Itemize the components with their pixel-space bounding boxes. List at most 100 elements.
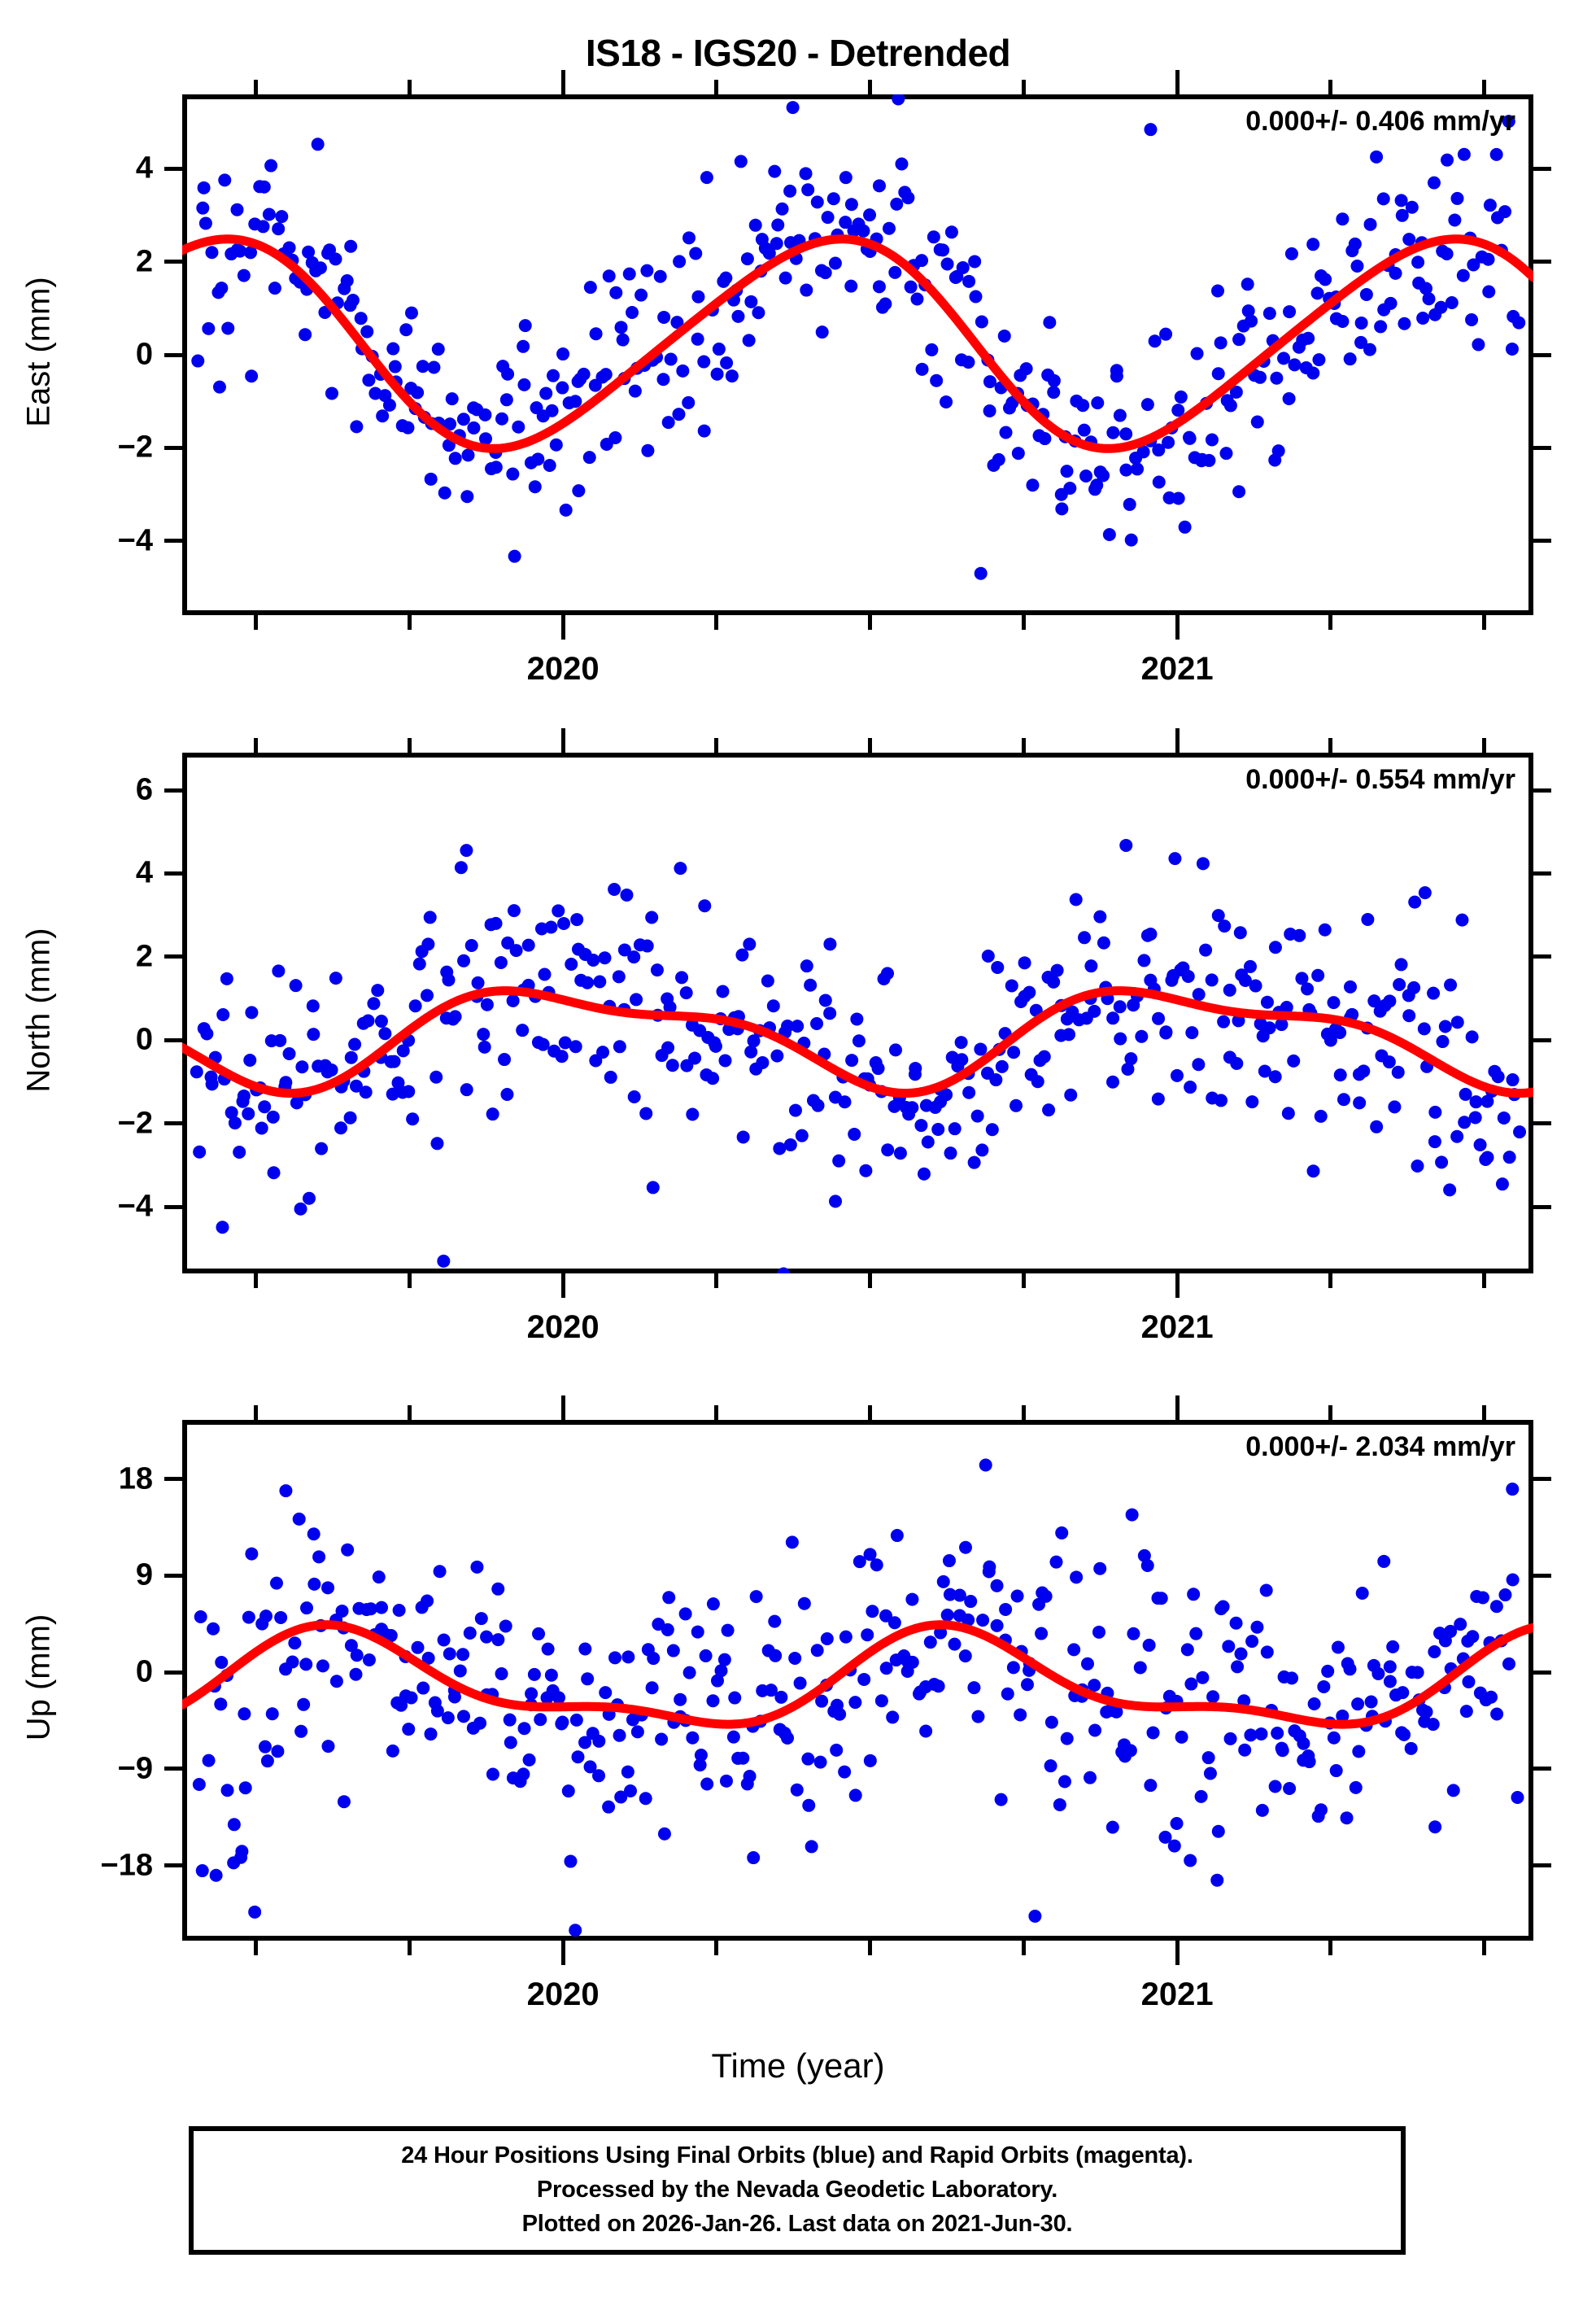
x-minor-tick-mark (1021, 80, 1026, 94)
panel-east-plot (182, 94, 1533, 580)
y-tick-label: 0 (135, 1654, 153, 1689)
y-tick-mark (164, 1573, 182, 1578)
y-axis-title: North (mm) (20, 928, 57, 1093)
y-tick-mark (1533, 954, 1551, 959)
x-major-tick-mark (1175, 615, 1180, 640)
x-minor-tick-mark (1328, 615, 1333, 630)
panel-up-rate-annotation: 0.000+/- 2.034 mm/yr (1245, 1431, 1515, 1462)
x-minor-tick-mark (254, 1405, 259, 1420)
x-minor-tick-mark (1482, 80, 1487, 94)
page-title: IS18 - IGS20 - Detrended (585, 32, 1011, 74)
x-minor-tick-mark (868, 1273, 873, 1288)
y-tick-mark (164, 445, 182, 450)
x-minor-tick-mark (407, 615, 412, 630)
x-minor-tick-mark (1328, 1941, 1333, 1955)
y-tick-mark (1533, 1863, 1551, 1868)
x-tick-label: 2020 (526, 651, 600, 687)
x-minor-tick-mark (868, 615, 873, 630)
y-tick-mark (164, 1477, 182, 1482)
y-axis-title: East (mm) (20, 277, 57, 427)
y-tick-mark (1533, 445, 1551, 450)
x-minor-tick-mark (868, 1405, 873, 1420)
x-minor-tick-mark (714, 1405, 719, 1420)
x-minor-tick-mark (714, 1273, 719, 1288)
y-tick-mark (164, 1670, 182, 1675)
x-tick-label: 2021 (1140, 1976, 1214, 2012)
y-tick-label: 2 (135, 939, 153, 974)
y-axis-title: Up (mm) (20, 1614, 57, 1741)
x-major-tick-mark (560, 70, 565, 94)
y-tick-label: −4 (117, 1189, 153, 1224)
y-tick-mark (1533, 1204, 1551, 1209)
x-major-tick-mark (560, 1273, 565, 1298)
x-major-tick-mark (1175, 1273, 1180, 1298)
y-tick-mark (164, 954, 182, 959)
x-major-tick-mark (560, 1395, 565, 1420)
x-minor-tick-mark (407, 1941, 412, 1955)
y-tick-label: −2 (117, 1106, 153, 1141)
x-tick-label: 2020 (526, 1309, 600, 1345)
x-minor-tick-mark (1021, 615, 1026, 630)
x-minor-tick-mark (1482, 1941, 1487, 1955)
x-major-tick-mark (1175, 1941, 1180, 1965)
panel-north: 0.000+/- 0.554 mm/yr (182, 753, 1533, 1273)
x-major-tick-mark (1175, 728, 1180, 753)
y-tick-mark (164, 1204, 182, 1209)
x-minor-tick-mark (714, 615, 719, 630)
x-minor-tick-mark (1021, 1941, 1026, 1955)
y-tick-label: −9 (117, 1751, 153, 1786)
y-tick-label: −2 (117, 430, 153, 465)
x-major-tick-mark (1175, 1395, 1180, 1420)
x-minor-tick-mark (1021, 1273, 1026, 1288)
x-minor-tick-mark (1482, 738, 1487, 753)
y-tick-mark (1533, 871, 1551, 876)
y-tick-label: 0 (135, 1022, 153, 1057)
x-minor-tick-mark (1482, 615, 1487, 630)
x-minor-tick-mark (254, 738, 259, 753)
y-tick-label: 9 (135, 1557, 153, 1592)
y-tick-mark (164, 1037, 182, 1042)
x-minor-tick-mark (714, 80, 719, 94)
x-minor-tick-mark (714, 738, 719, 753)
x-minor-tick-mark (1021, 738, 1026, 753)
y-tick-mark (164, 1767, 182, 1771)
y-tick-mark (1533, 1121, 1551, 1126)
trend-line (182, 1620, 1533, 1729)
y-tick-mark (1533, 352, 1551, 357)
y-tick-mark (164, 1863, 182, 1868)
y-tick-mark (1533, 539, 1551, 544)
panel-east: 0.000+/- 0.406 mm/yr (182, 94, 1533, 615)
x-major-tick-mark (1175, 70, 1180, 94)
x-tick-label: 2020 (526, 1976, 600, 2012)
x-minor-tick-mark (1328, 738, 1333, 753)
x-minor-tick-mark (1328, 80, 1333, 94)
x-minor-tick-mark (254, 80, 259, 94)
x-minor-tick-mark (407, 738, 412, 753)
y-tick-mark (1533, 1670, 1551, 1675)
y-tick-mark (164, 871, 182, 876)
x-minor-tick-mark (254, 1273, 259, 1288)
caption-line-2: Processed by the Nevada Geodetic Laborat… (536, 2177, 1058, 2203)
y-tick-mark (164, 260, 182, 264)
y-tick-mark (1533, 260, 1551, 264)
x-minor-tick-mark (407, 1273, 412, 1288)
panel-north-rate-annotation: 0.000+/- 0.554 mm/yr (1245, 764, 1515, 795)
x-minor-tick-mark (1482, 1405, 1487, 1420)
x-major-tick-mark (560, 615, 565, 640)
x-minor-tick-mark (1482, 1273, 1487, 1288)
x-minor-tick-mark (1328, 1405, 1333, 1420)
y-tick-label: 4 (135, 151, 153, 186)
y-tick-mark (1533, 788, 1551, 793)
panel-up: 0.000+/- 2.034 mm/yr (182, 1420, 1533, 1941)
caption-line-1: 24 Hour Positions Using Final Orbits (bl… (401, 2142, 1193, 2169)
y-tick-label: 0 (135, 337, 153, 372)
panel-north-plot (182, 838, 1533, 1273)
y-tick-label: 18 (118, 1461, 153, 1496)
trend-line (182, 234, 1533, 453)
caption-line-3: Plotted on 2026-Jan-26. Last data on 202… (521, 2210, 1073, 2237)
y-tick-mark (164, 788, 182, 793)
panel-east-rate-annotation: 0.000+/- 0.406 mm/yr (1245, 106, 1515, 137)
y-tick-label: −4 (117, 523, 153, 558)
x-tick-label: 2021 (1140, 651, 1214, 687)
